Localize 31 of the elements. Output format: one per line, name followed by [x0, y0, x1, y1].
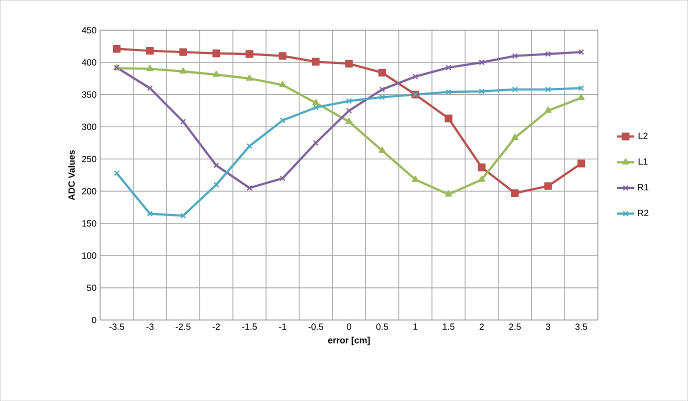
x-tick-label: 0: [346, 323, 352, 330]
legend-label: R2: [638, 210, 648, 216]
y-tick-label: 50: [86, 284, 96, 291]
x-tick-label: -1.5: [242, 323, 257, 330]
y-tick-label: 400: [82, 59, 96, 66]
y-tick-label: 0: [92, 316, 96, 324]
x-tick-label: 2: [480, 323, 484, 330]
legend-label: L1: [638, 158, 648, 165]
y-tick-label: 100: [82, 252, 96, 259]
y-tick-label: 250: [82, 156, 96, 162]
x-tick-label: 2.5: [509, 323, 521, 330]
x-axis-title: error [cm]: [328, 336, 370, 346]
y-tick-label: 150: [82, 220, 96, 227]
y-axis-title: ADC Values: [68, 150, 75, 200]
x-tick-label: -3.5: [109, 323, 124, 330]
x-tick-label: -2.5: [176, 323, 190, 330]
y-tick-label: 450: [82, 26, 96, 34]
x-tick-label: -0.5: [308, 323, 324, 330]
legend-label: L2: [638, 132, 648, 139]
y-tick-label: 200: [82, 188, 96, 194]
x-tick-label: -3: [146, 323, 154, 330]
x-tick-label: 1: [414, 323, 418, 330]
x-tick-label: 0.5: [376, 323, 388, 330]
y-tick-label: 350: [82, 91, 96, 98]
x-tick-label: 3.5: [575, 323, 588, 330]
x-tick-label: 1.5: [442, 323, 454, 330]
legend-label: R1: [638, 184, 648, 190]
y-tick-label: 300: [82, 124, 96, 130]
x-tick-label: -1: [279, 323, 286, 330]
x-tick-label: 3: [546, 323, 550, 330]
x-tick-label: -2: [212, 323, 220, 330]
